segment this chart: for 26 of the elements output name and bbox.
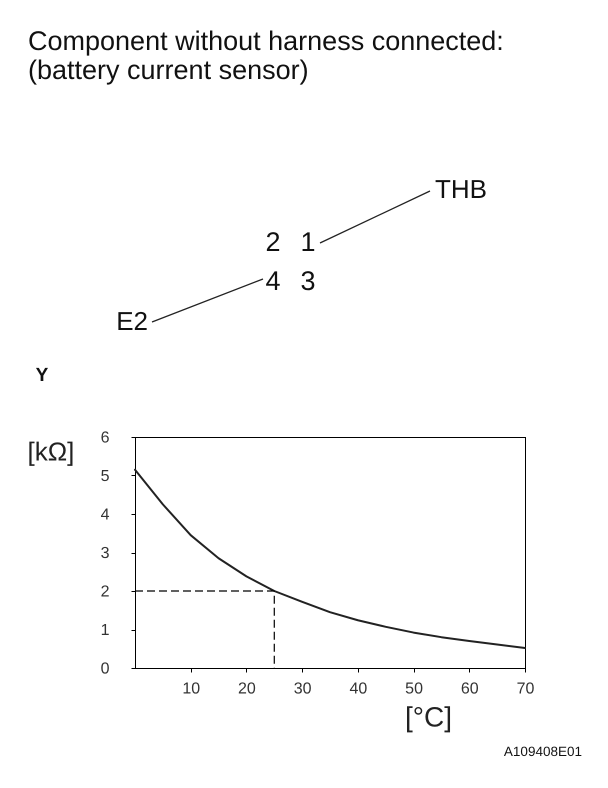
x-axis-title: [°C]: [405, 702, 452, 732]
text: THB: [435, 174, 487, 204]
line-series: [134, 468, 526, 649]
y-tick-label: 4: [100, 506, 110, 524]
text: 4: [265, 266, 281, 296]
x-tick-label: 70: [516, 680, 534, 698]
x-tick-label: 10: [182, 680, 200, 698]
text: 2: [265, 227, 281, 257]
y-tick-label: 1: [100, 622, 110, 639]
y-tick-label: 5: [100, 468, 110, 485]
x-tick-label: 30: [294, 680, 312, 698]
text: 3: [300, 266, 316, 296]
y-tick-label: 0: [100, 660, 110, 678]
text: Y: [36, 365, 49, 386]
y-tick-label: 3: [100, 545, 110, 562]
x-tick-label: 60: [460, 680, 479, 698]
y-tick-label: 2: [100, 584, 110, 600]
y-tick-label: 6: [100, 430, 110, 446]
x-tick-label: 20: [238, 680, 256, 698]
x-tick-label: 40: [349, 680, 368, 698]
y-axis-title: [kΩ]: [28, 436, 74, 466]
x-tick-label: 50: [405, 680, 424, 698]
text: A109408E01: [504, 744, 582, 759]
text: E2: [116, 306, 148, 336]
text: 1: [300, 227, 316, 257]
chart-title: Component without harness connected: (battery current sensor): [28, 26, 504, 85]
